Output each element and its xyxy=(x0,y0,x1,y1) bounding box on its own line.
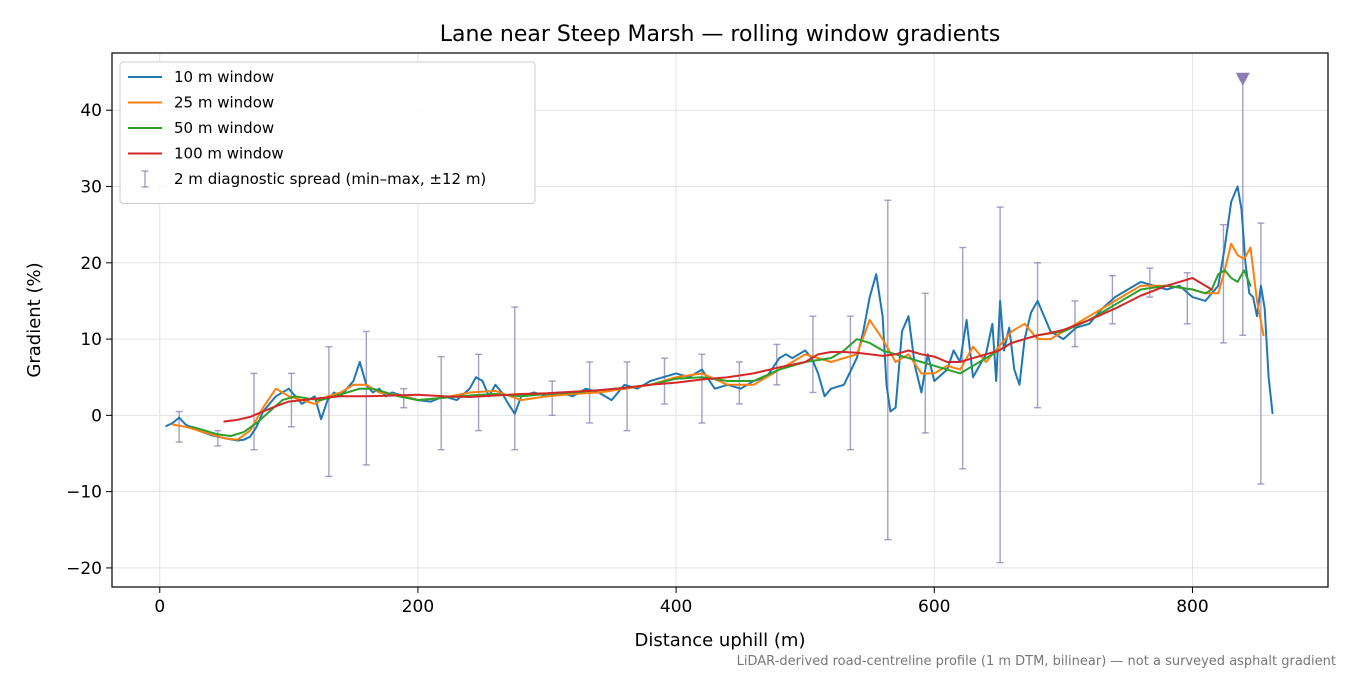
errorbar xyxy=(884,199,892,541)
legend-entry: 50 m window xyxy=(128,119,274,137)
errorbar xyxy=(287,372,295,428)
series-line xyxy=(223,277,1213,423)
peak-marker xyxy=(1235,72,1250,86)
x-tick-label: 0 xyxy=(154,597,165,617)
x-axis-label: Distance uphill (m) xyxy=(635,630,806,651)
legend: 10 m window 25 m window 50 m window 100 m w… xyxy=(119,61,536,204)
x-tick-label: 400 xyxy=(660,597,692,617)
errorbar xyxy=(809,315,817,394)
chart-title: Lane near Steep Marsh — rolling window g… xyxy=(440,22,1001,47)
legend-entry: 100 m window xyxy=(128,145,284,163)
legend-entry: 25 m window xyxy=(128,94,274,112)
errorbar xyxy=(548,380,556,417)
y-tick-label: −10 xyxy=(66,483,102,503)
series-line xyxy=(165,185,1274,442)
errorbar xyxy=(698,353,706,424)
errorbar xyxy=(996,206,1004,564)
legend-label: 25 m window xyxy=(174,94,274,112)
errorbar xyxy=(623,361,631,432)
y-tick-label: 0 xyxy=(91,406,102,426)
errorbar xyxy=(1183,272,1191,325)
errorbar xyxy=(250,372,258,451)
x-tick-label: 200 xyxy=(402,597,434,617)
series-line xyxy=(191,269,1252,437)
y-tick-label: 30 xyxy=(80,178,102,198)
errorbar xyxy=(437,355,445,451)
errorbar xyxy=(362,330,370,466)
errorbar xyxy=(735,361,743,405)
legend-frame xyxy=(119,61,536,204)
errorbar xyxy=(214,429,222,447)
series-line xyxy=(171,242,1265,441)
errorbar xyxy=(773,343,781,386)
errorbar xyxy=(511,306,519,451)
legend-label: 10 m window xyxy=(174,68,274,86)
series-lines xyxy=(165,185,1274,442)
x-tick-label: 800 xyxy=(1176,597,1208,617)
errorbar xyxy=(959,246,967,470)
legend-label: 50 m window xyxy=(174,119,274,137)
errorbar xyxy=(846,315,854,451)
errorbar xyxy=(325,346,333,478)
legend-label: 2 m diagnostic spread (min–max, ±12 m) xyxy=(174,170,486,188)
y-tick-label: 10 xyxy=(80,330,102,350)
y-axis-label: Gradient (%) xyxy=(24,262,45,377)
errorbar xyxy=(1257,222,1265,485)
peak-triangle-marker xyxy=(1235,72,1250,86)
y-tick-label: 20 xyxy=(80,254,102,274)
footnote: LiDAR-derived road-centreline profile (1… xyxy=(737,654,1336,669)
y-tick-label: 40 xyxy=(80,101,102,121)
legend-entry: 2 m diagnostic spread (min–max, ±12 m) xyxy=(141,170,486,188)
y-tick-label: −20 xyxy=(66,559,102,579)
legend-label: 100 m window xyxy=(174,145,284,163)
x-tick-label: 600 xyxy=(918,597,950,617)
legend-entry: 10 m window xyxy=(128,68,274,86)
y-axis-ticks: −20 −10 0 10 20 30 40 xyxy=(66,101,112,579)
errorbar xyxy=(1219,223,1227,344)
axes-frame xyxy=(111,52,1329,588)
x-axis-ticks: 0 200 400 600 800 xyxy=(154,587,1209,617)
